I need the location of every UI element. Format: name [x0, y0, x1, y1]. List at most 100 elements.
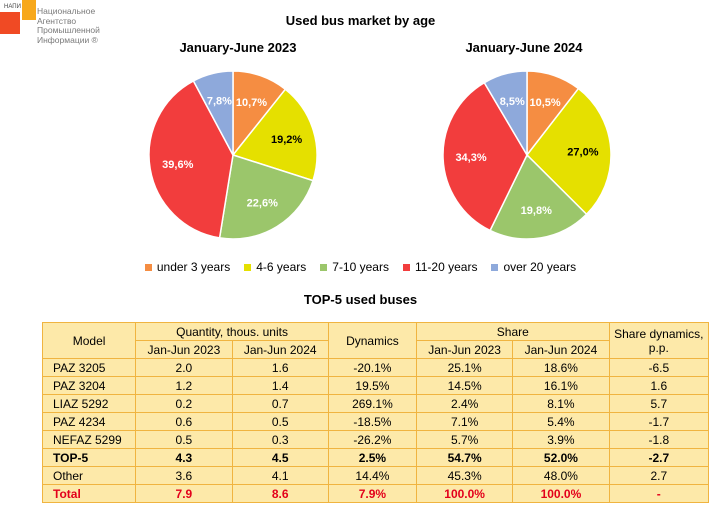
pie-data-label: 19,2% — [271, 134, 302, 146]
legend-label: 7-10 years — [332, 260, 389, 274]
pie-data-label: 8,5% — [500, 96, 525, 108]
table-cell-model: LIAZ 5292 — [41, 394, 137, 413]
table-cell-sdyn: - — [608, 484, 710, 503]
table-cell-sdyn: -6.5 — [608, 358, 710, 377]
header-quantity: Quantity, thous. units — [135, 322, 329, 341]
table-cell-q2023: 0.6 — [135, 412, 233, 431]
table-cell-dyn: 269.1% — [327, 394, 417, 413]
legend-label: over 20 years — [503, 260, 577, 274]
logo-line: Информации ® — [37, 34, 98, 45]
table-cell-model: Other — [41, 466, 137, 485]
table-row: PAZ 3205 2.0 1.6 -20.1% 25.1% 18.6% -6.5 — [41, 358, 710, 377]
header-dynamics: Dynamics — [327, 322, 417, 359]
pie-data-label: 19,8% — [521, 205, 552, 217]
legend-item-over-20: over 20 years — [491, 260, 576, 274]
table-row: PAZ 4234 0.6 0.5 -18.5% 7.1% 5.4% -1.7 — [41, 412, 710, 431]
pie-slice — [483, 70, 528, 158]
table-row: Total 7.9 8.6 7.9% 100.0% 100.0% - — [41, 484, 710, 503]
logo-orange-block — [22, 0, 36, 20]
pie-slice — [192, 70, 234, 156]
table-row: Other 3.6 4.1 14.4% 45.3% 48.0% 2.7 — [41, 466, 710, 485]
table-cell-dyn: -26.2% — [327, 430, 417, 449]
logo-line: Национальное — [37, 6, 96, 16]
pie-data-label: 7,8% — [207, 96, 232, 108]
table-cell-s2023: 7.1% — [415, 412, 514, 431]
legend-item-11-20: 11-20 years — [402, 260, 478, 274]
legend-label: 4-6 years — [256, 260, 307, 274]
table-cell-model: Total — [41, 484, 137, 503]
table-cell-dyn: 2.5% — [327, 448, 417, 467]
table-cell-model: NEFAZ 5299 — [41, 430, 137, 449]
table-cell-dyn: -20.1% — [327, 358, 417, 377]
logo-text: Национальное Агентство Промышленной Инфо… — [37, 6, 100, 45]
table-cell-q2024: 0.5 — [231, 412, 329, 431]
legend-swatch — [320, 263, 328, 271]
legend-item-under-3: under 3 years — [144, 260, 231, 274]
legend-item-7-10: 7-10 years — [320, 260, 389, 274]
table-cell-q2024: 0.3 — [231, 430, 329, 449]
table-cell-q2024: 8.6 — [231, 484, 329, 503]
table-row: NEFAZ 5299 0.5 0.3 -26.2% 5.7% 3.9% -1.8 — [41, 430, 710, 449]
pie-data-label: 39,6% — [162, 159, 193, 171]
header-q-2023: Jan-Jun 2023 — [135, 340, 233, 359]
logo-red-block — [0, 12, 20, 34]
table-cell-s2023: 45.3% — [415, 466, 514, 485]
header-s-2024: Jan-Jun 2024 — [512, 340, 610, 359]
legend-swatch — [402, 263, 410, 271]
legend-swatch — [144, 263, 152, 271]
table-cell-q2024: 0.7 — [231, 394, 329, 413]
table-cell-s2023: 14.5% — [415, 376, 514, 395]
top5-table: Model Quantity, thous. units Dynamics Sh… — [41, 322, 710, 503]
chart-main-title: Used bus market by age — [285, 13, 436, 28]
table-cell-dyn: 7.9% — [327, 484, 417, 503]
table-row: TOP-5 4.3 4.5 2.5% 54.7% 52.0% -2.7 — [41, 448, 710, 467]
table-cell-sdyn: 5.7 — [608, 394, 710, 413]
header-share: Share — [415, 322, 610, 341]
pie-2023-title: January-June 2023 — [179, 40, 297, 55]
pie-data-label: 10,7% — [236, 97, 267, 109]
table-cell-s2023: 5.7% — [415, 430, 514, 449]
logo-small-label: НАПИ — [4, 4, 21, 10]
table-title: TOP-5 used buses — [303, 292, 418, 307]
table-body: PAZ 3205 2.0 1.6 -20.1% 25.1% 18.6% -6.5 PAZ 32… — [41, 358, 710, 503]
table-cell-model: PAZ 3205 — [41, 358, 137, 377]
pie-slice — [231, 88, 318, 182]
table-cell-q2023: 7.9 — [135, 484, 233, 503]
header-q-2024: Jan-Jun 2024 — [231, 340, 329, 359]
table-cell-s2023: 2.4% — [415, 394, 514, 413]
table-cell-q2024: 1.6 — [231, 358, 329, 377]
table-cell-q2023: 1.2 — [135, 376, 233, 395]
table-cell-q2024: 1.4 — [231, 376, 329, 395]
table-cell-s2023: 54.7% — [415, 448, 514, 467]
pie-slice — [218, 154, 314, 240]
pie-chart-2023: 10,7% 19,2% 22,6% 39,6% 7,8% — [148, 70, 318, 240]
table-cell-s2023: 100.0% — [415, 484, 514, 503]
table-cell-s2024: 100.0% — [512, 484, 610, 503]
legend-swatch — [244, 263, 252, 271]
table-cell-s2024: 3.9% — [512, 430, 610, 449]
pie-data-label: 27,0% — [567, 146, 598, 158]
table-cell-model: TOP-5 — [41, 448, 137, 467]
table-cell-s2023: 25.1% — [415, 358, 514, 377]
napi-logo: НАПИ Национальное Агентство Промышленной… — [0, 0, 110, 60]
table-cell-sdyn: -1.8 — [608, 430, 710, 449]
pie-data-label: 34,3% — [455, 152, 486, 164]
legend-label: 11-20 years — [414, 260, 478, 274]
pie-slice — [489, 153, 588, 240]
table-cell-sdyn: 1.6 — [608, 376, 710, 395]
table-cell-dyn: 14.4% — [327, 466, 417, 485]
pie-chart-2024: 10,5% 27,0% 19,8% 34,3% 8,5% — [442, 70, 612, 240]
table-cell-model: PAZ 3204 — [41, 376, 137, 395]
header-share-dynamics: Share dynamics, p.p. — [608, 322, 710, 359]
table-cell-s2024: 5.4% — [512, 412, 610, 431]
table-row: LIAZ 5292 0.2 0.7 269.1% 2.4% 8.1% 5.7 — [41, 394, 710, 413]
table-cell-sdyn: -2.7 — [608, 448, 710, 467]
legend-label: under 3 years — [156, 260, 231, 274]
table-cell-dyn: -18.5% — [327, 412, 417, 431]
legend-swatch — [491, 263, 499, 271]
table-cell-s2024: 48.0% — [512, 466, 610, 485]
table-cell-q2023: 0.5 — [135, 430, 233, 449]
table-cell-q2023: 0.2 — [135, 394, 233, 413]
table-cell-s2024: 18.6% — [512, 358, 610, 377]
table-cell-s2024: 52.0% — [512, 448, 610, 467]
